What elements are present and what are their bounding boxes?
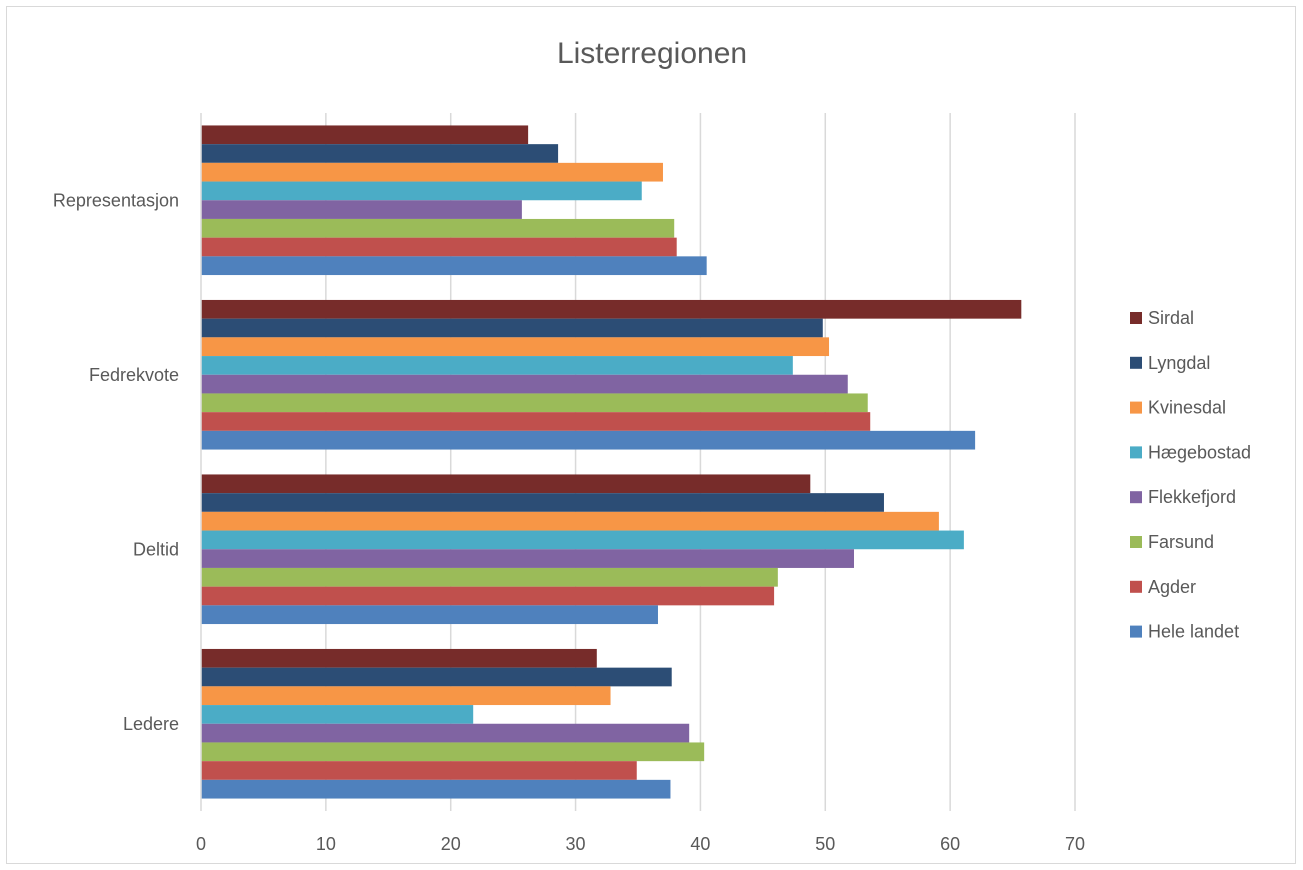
- bar-hele-landet-ledere: [201, 779, 671, 799]
- x-tick-label: 0: [196, 834, 206, 854]
- bar-sirdal-fedrekvote: [201, 299, 1022, 319]
- bar-flekkefjord-fedrekvote: [201, 374, 848, 394]
- category-label: Ledere: [123, 714, 179, 734]
- legend-label: Hele landet: [1148, 622, 1239, 642]
- chart-container: Listerregionen 0 10 20 30 40 50 60 70 Representa…: [6, 6, 1296, 864]
- bar-lyngdal-fedrekvote: [201, 318, 823, 338]
- bar-hægebostad-fedrekvote: [201, 356, 793, 375]
- legend-label: Flekkefjord: [1148, 487, 1236, 507]
- x-tick-label: 10: [316, 834, 336, 854]
- legend-label: Sirdal: [1148, 308, 1194, 328]
- bar-agder-deltid: [201, 586, 775, 606]
- legend-label: Agder: [1148, 577, 1196, 597]
- bar-lyngdal-representasjon: [201, 144, 559, 163]
- bar-agder-fedrekvote: [201, 412, 871, 431]
- bar-kvinesdal-ledere: [201, 686, 611, 706]
- x-tick-label: 20: [441, 834, 461, 854]
- legend-label: Lyngdal: [1148, 353, 1210, 373]
- bar-kvinesdal-fedrekvote: [201, 337, 830, 357]
- bar-flekkefjord-deltid: [201, 549, 855, 568]
- category-label: Fedrekvote: [89, 365, 179, 385]
- legend: Sirdal Lyngdal Kvinesdal Hægebostad Flekkefj…: [1130, 308, 1251, 642]
- x-tick-label: 60: [940, 834, 960, 854]
- bar-hægebostad-deltid: [201, 530, 964, 550]
- legend-swatch: [1130, 312, 1142, 324]
- legend-label: Hægebostad: [1148, 442, 1251, 462]
- category-label: Representasjon: [53, 190, 179, 210]
- x-tick-label: 40: [690, 834, 710, 854]
- bar-hægebostad-representasjon: [201, 181, 642, 201]
- bar-farsund-ledere: [201, 742, 705, 762]
- bar-hægebostad-ledere: [201, 705, 474, 724]
- bar-sirdal-ledere: [201, 648, 597, 668]
- bars: [201, 125, 1022, 799]
- bar-sirdal-representasjon: [201, 125, 529, 145]
- bar-lyngdal-deltid: [201, 493, 884, 512]
- bar-flekkefjord-representasjon: [201, 200, 522, 219]
- bar-chart: Listerregionen 0 10 20 30 40 50 60 70 Representa…: [53, 37, 1251, 854]
- bar-farsund-representasjon: [201, 218, 675, 238]
- bar-farsund-fedrekvote: [201, 393, 868, 413]
- bar-flekkefjord-ledere: [201, 723, 690, 743]
- legend-swatch: [1130, 625, 1142, 638]
- bar-agder-ledere: [201, 761, 637, 780]
- legend-swatch: [1130, 536, 1142, 548]
- bar-farsund-deltid: [201, 567, 778, 587]
- category-label: Deltid: [133, 539, 179, 559]
- legend-swatch: [1130, 491, 1142, 504]
- bar-kvinesdal-deltid: [201, 511, 939, 531]
- bar-hele-landet-deltid: [201, 605, 658, 625]
- legend-label: Farsund: [1148, 532, 1214, 552]
- x-tick-label: 50: [815, 834, 835, 854]
- legend-swatch: [1130, 446, 1142, 459]
- bar-hele-landet-representasjon: [201, 256, 707, 276]
- axes: 0 10 20 30 40 50 60 70 Representasjon Fedrekvote D…: [53, 190, 1085, 854]
- bar-hele-landet-fedrekvote: [201, 430, 976, 450]
- legend-swatch: [1130, 401, 1142, 414]
- bar-kvinesdal-representasjon: [201, 162, 663, 182]
- legend-swatch: [1130, 356, 1142, 369]
- x-tick-label: 30: [566, 834, 586, 854]
- x-tick-label: 70: [1065, 834, 1085, 854]
- legend-swatch: [1130, 580, 1142, 593]
- legend-label: Kvinesdal: [1148, 398, 1226, 418]
- bar-agder-representasjon: [201, 237, 677, 257]
- bar-sirdal-deltid: [201, 474, 811, 494]
- bar-lyngdal-ledere: [201, 667, 672, 687]
- chart-title: Listerregionen: [557, 37, 747, 70]
